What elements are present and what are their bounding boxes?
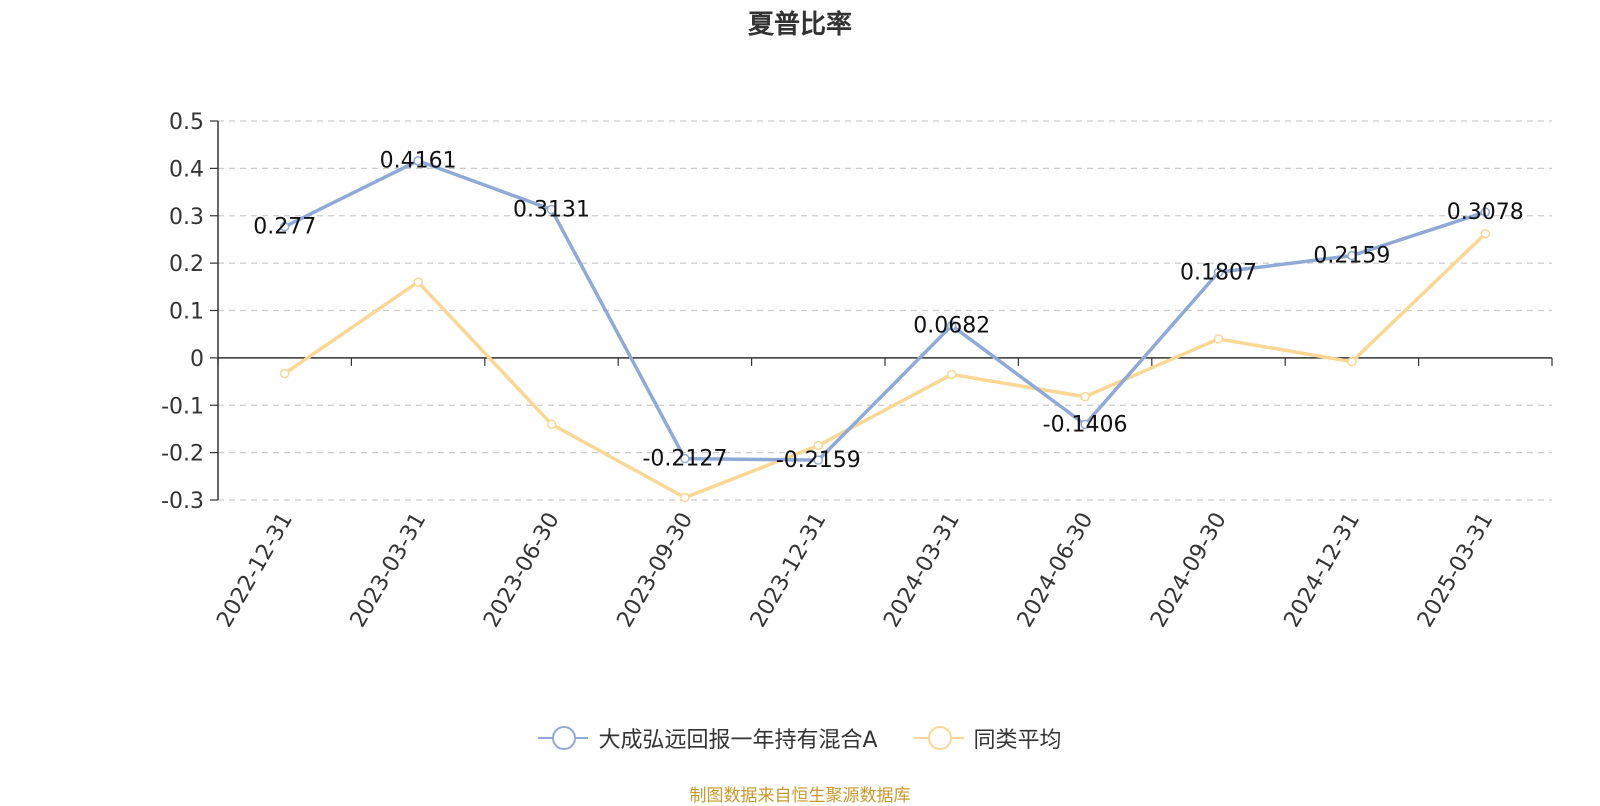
grid-lines: [218, 120, 1552, 501]
x-tick-label: 2025-03-31: [1413, 509, 1499, 632]
y-tick-label: 0.2: [169, 252, 204, 277]
data-point[interactable]: [413, 155, 423, 166]
y-tick-label: 0.4: [169, 157, 204, 182]
data-point[interactable]: [279, 368, 290, 379]
x-tick-label: 2024-12-31: [1280, 509, 1366, 632]
x-tick-label: 2024-03-31: [879, 508, 965, 631]
series-line-1: [283, 158, 1486, 462]
data-point[interactable]: [946, 320, 957, 331]
data-label: 0.3131: [513, 198, 590, 223]
x-axis: 2022-12-31 2023-03-31 2023-06-30 2023-09-30…: [212, 357, 1553, 632]
x-tick-label: 2023-09-30: [613, 509, 699, 632]
x-tick-label: 2022-12-31: [212, 509, 298, 632]
data-label: -0.1406: [1043, 412, 1128, 437]
data-label: -0.2127: [642, 447, 727, 472]
y-tick-label: -0.1: [161, 394, 204, 419]
data-point[interactable]: [1080, 391, 1090, 402]
legend: 大成弘远回报一年持有混合A 同类平均: [0, 722, 1600, 754]
data-point[interactable]: [680, 453, 690, 464]
y-tick-label: -0.2: [161, 442, 204, 467]
data-point[interactable]: [546, 419, 557, 429]
data-point[interactable]: [1480, 207, 1491, 217]
data-label: 0.4161: [380, 149, 457, 174]
data-point[interactable]: [1347, 356, 1357, 367]
data-point[interactable]: [1213, 267, 1224, 278]
data-label: 0.1807: [1180, 260, 1257, 285]
data-point[interactable]: [680, 492, 690, 503]
y-tick-label: 0: [190, 347, 204, 372]
y-tick-label: 0.5: [169, 110, 204, 135]
data-point[interactable]: [813, 440, 824, 451]
series-line-2: [283, 232, 1487, 500]
line-chart: -0.3-0.2-0.100.10.20.30.40.5 2022-12-31 2…: [161, 110, 1553, 632]
y-tick-label: -0.3: [161, 489, 204, 514]
data-labels: 0.277 0.4161 0.3131 -0.2127 -0.2159 0.0682 -0.…: [253, 149, 1524, 473]
legend-item-series-2[interactable]: 同类平均: [913, 722, 1062, 754]
y-axis: -0.3 -0.2 -0.1 0 0.1 0.2 0.3 0.4 0.5: [161, 110, 219, 514]
legend-swatch-series-1: [538, 725, 589, 751]
x-tick-label: 2023-06-30: [479, 509, 565, 632]
x-tick-label: 2024-09-30: [1146, 509, 1232, 632]
data-point[interactable]: [1213, 334, 1224, 344]
data-point[interactable]: [946, 369, 957, 380]
data-point[interactable]: [1480, 229, 1491, 239]
y-tick-label: 0.3: [169, 205, 204, 230]
data-label: 0.2159: [1313, 244, 1390, 269]
data-label: 0.277: [253, 215, 316, 240]
data-point[interactable]: [546, 204, 557, 215]
chart-title: 夏普比率: [747, 10, 852, 40]
data-label: 0.0682: [913, 314, 990, 339]
legend-item-series-1[interactable]: 大成弘远回报一年持有混合A: [538, 722, 878, 754]
data-point[interactable]: [279, 221, 290, 232]
x-tick-label: 2023-12-31: [746, 509, 832, 632]
series-group: [279, 155, 1491, 503]
x-tick-label: 2024-06-30: [1013, 509, 1099, 632]
data-point[interactable]: [413, 277, 423, 287]
source-note: 制图数据来自恒生聚源数据库: [689, 786, 911, 806]
x-tick-label: 2023-03-31: [346, 508, 432, 631]
legend-swatch-series-2: [913, 725, 964, 751]
data-label: -0.2159: [776, 448, 861, 473]
data-point[interactable]: [1080, 419, 1090, 430]
data-point[interactable]: [813, 455, 824, 465]
legend-label-series-2: 同类平均: [973, 728, 1062, 753]
data-label: 0.3078: [1447, 200, 1524, 225]
y-tick-label: 0.1: [169, 300, 204, 325]
data-point[interactable]: [1347, 250, 1357, 261]
legend-label-series-1: 大成弘远回报一年持有混合A: [598, 728, 878, 753]
